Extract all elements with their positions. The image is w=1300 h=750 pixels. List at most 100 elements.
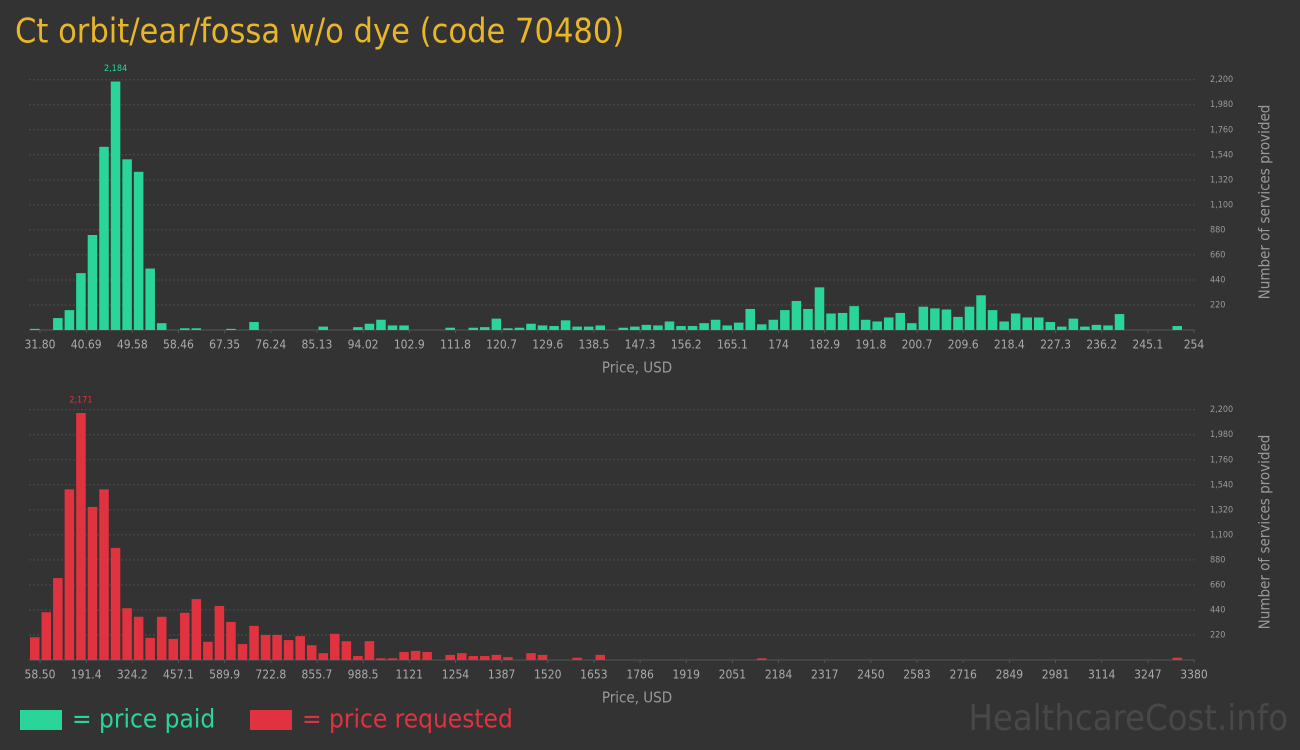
bar <box>653 325 663 330</box>
bar <box>1172 657 1182 660</box>
bar <box>1068 318 1079 330</box>
x-tick-label: 457.1 <box>163 668 194 682</box>
bar <box>1022 317 1032 330</box>
y-tick-label: 2,200 <box>1210 75 1233 85</box>
bar <box>64 489 75 660</box>
x-tick-label: 111.8 <box>440 338 471 352</box>
x-tick-label: 58.46 <box>163 338 194 352</box>
bar <box>491 318 502 330</box>
bar <box>1033 317 1044 330</box>
bar <box>953 316 963 330</box>
bar <box>757 658 767 660</box>
x-tick-label: 3114 <box>1088 668 1116 682</box>
bar <box>30 637 40 660</box>
bar <box>676 326 686 330</box>
x-tick-label: 191.8 <box>855 338 886 352</box>
bar <box>641 324 652 330</box>
y-tick-label: 1,760 <box>1210 125 1233 135</box>
bar <box>768 319 779 330</box>
bar <box>549 326 559 330</box>
bar <box>353 656 363 660</box>
x-axis-label: Price, USD <box>602 359 672 377</box>
bar <box>180 612 190 660</box>
bar <box>468 327 479 330</box>
x-tick-label: 182.9 <box>809 338 840 352</box>
x-tick-label: 49.58 <box>117 338 148 352</box>
y-tick-label: 220 <box>1210 630 1225 640</box>
x-tick-label: 67.35 <box>209 338 240 352</box>
y-tick-label: 1,320 <box>1210 175 1233 185</box>
bar <box>76 412 86 660</box>
x-tick-label: 200.7 <box>902 338 933 352</box>
x-tick-label: 1254 <box>442 668 470 682</box>
bar <box>318 326 329 330</box>
bar <box>145 637 155 660</box>
bar <box>1080 326 1090 330</box>
bar <box>41 612 52 660</box>
y-tick-label: 1,100 <box>1210 530 1233 540</box>
x-tick-label: 147.3 <box>625 338 656 352</box>
bar <box>537 325 548 330</box>
x-tick-label: 236.2 <box>1086 338 1117 352</box>
bar <box>999 321 1009 330</box>
bar <box>214 605 225 660</box>
bar <box>526 653 536 660</box>
bar <box>918 306 929 330</box>
x-tick-label: 589.9 <box>209 668 240 682</box>
bar <box>803 308 813 330</box>
bar <box>976 295 986 330</box>
y-tick-label: 2,200 <box>1210 405 1233 415</box>
x-tick-label: 722.8 <box>255 668 286 682</box>
x-tick-label: 988.5 <box>348 668 379 682</box>
bar <box>87 234 98 330</box>
x-tick-label: 58.50 <box>25 668 56 682</box>
y-tick-label: 880 <box>1210 555 1225 565</box>
bar <box>537 654 548 660</box>
bar <box>237 644 248 660</box>
bar <box>1057 326 1067 330</box>
x-tick-label: 2981 <box>1042 668 1069 682</box>
bar <box>1091 324 1102 330</box>
bar <box>156 323 167 330</box>
y-tick-label: 220 <box>1210 300 1225 310</box>
bar <box>826 313 836 330</box>
bar <box>572 326 582 330</box>
x-tick-label: 2450 <box>857 668 885 682</box>
x-tick-label: 2849 <box>996 668 1024 682</box>
bar <box>145 268 155 330</box>
bar <box>133 171 144 330</box>
x-tick-label: 227.3 <box>1040 338 1071 352</box>
y-axis-label: Number of services provided <box>1256 435 1274 630</box>
bar <box>503 328 513 330</box>
bar <box>399 652 409 660</box>
x-tick-label: 31.80 <box>25 338 56 352</box>
x-tick-label: 2583 <box>903 668 930 682</box>
bar <box>376 658 386 660</box>
bar <box>1045 322 1056 330</box>
bar <box>480 656 490 660</box>
bar <box>595 325 605 330</box>
bar <box>306 645 317 660</box>
x-tick-label: 40.69 <box>71 338 102 352</box>
bar <box>283 640 294 660</box>
bar <box>53 578 63 660</box>
page-title: Ct orbit/ear/fossa w/o dye (code 70480) <box>15 12 624 52</box>
legend-swatch <box>250 710 292 730</box>
bar <box>399 325 409 330</box>
y-tick-label: 1,980 <box>1210 100 1233 110</box>
x-tick-label: 1919 <box>673 668 701 682</box>
bar <box>445 327 455 330</box>
x-tick-label: 1121 <box>396 668 423 682</box>
x-tick-label: 129.6 <box>532 338 563 352</box>
x-tick-label: 2317 <box>811 668 838 682</box>
bar <box>330 633 340 660</box>
bar <box>249 322 259 330</box>
x-tick-label: 218.4 <box>994 338 1025 352</box>
bar <box>191 328 202 330</box>
bar <box>110 81 121 330</box>
bar <box>122 608 132 660</box>
legend-label: = price paid <box>72 705 215 735</box>
bar <box>514 327 525 330</box>
x-tick-label: 2184 <box>765 668 793 682</box>
